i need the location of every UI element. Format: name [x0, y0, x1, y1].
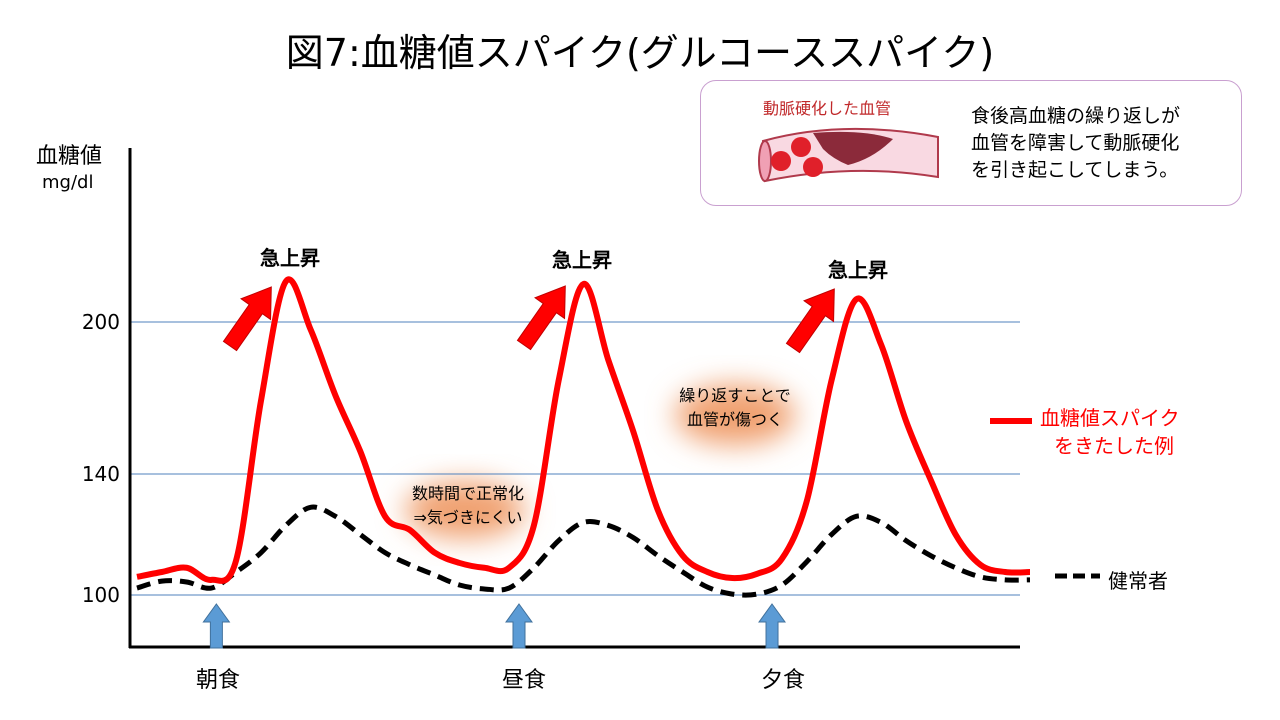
spike-label-1: 急上昇 — [260, 246, 320, 270]
spike-arrow-icon-2 — [516, 285, 566, 351]
hardened-vessel-illustration — [758, 127, 939, 183]
damage-note: 繰り返すことで 血管が傷つく — [650, 384, 820, 432]
meal-arrow-icon-2 — [505, 603, 533, 649]
y-tick-140: 140 — [81, 462, 120, 486]
legend-spike-line-2: をきたした例 — [1054, 434, 1174, 458]
meal-label-lunch: 昼食 — [501, 668, 546, 693]
y-axis-unit: mg/dl — [42, 172, 94, 193]
spike-arrow-icon-3 — [785, 288, 835, 354]
y-tick-200: 200 — [81, 310, 120, 334]
meal-arrow-icon-1 — [202, 603, 231, 649]
halo-normalize — [405, 482, 525, 538]
y-axis-label: 血糖値 — [36, 144, 103, 169]
meal-label-breakfast: 朝食 — [195, 668, 240, 693]
page-title: 図7:血糖値スパイク(グルコーススパイク) — [285, 31, 995, 75]
normalize-note-line-1: 数時間で正常化 — [411, 484, 524, 503]
meal-label-dinner: 夕食 — [760, 668, 805, 693]
spike-label-3: 急上昇 — [828, 258, 888, 282]
legend-spike: 血糖値スパイク をきたした例 — [1040, 404, 1180, 460]
vessel-label: 動脈硬化した血管 — [763, 99, 892, 118]
spike-arrow-icon-1 — [222, 286, 272, 352]
series-line-spike — [136, 276, 1031, 584]
info-text: 食後高血糖の繰り返しが 血管を障害して動脈硬化 を引き起こしてしまう。 — [971, 103, 1180, 184]
info-box: 動脈硬化した血管 食後高血糖の繰り返しが 血管を障害して動脈硬化 を引き起こして… — [700, 80, 1242, 206]
damage-note-line-2: 血管が傷つく — [686, 410, 783, 429]
halo-damage — [675, 385, 795, 445]
info-text-line-3: を引き起こしてしまう。 — [971, 159, 1179, 181]
info-text-line-2: 血管を障害して動脈硬化 — [971, 132, 1180, 154]
damage-note-line-1: 繰り返すことで — [679, 386, 791, 405]
y-tick-100: 100 — [81, 583, 120, 607]
info-text-line-1: 食後高血糖の繰り返しが — [971, 105, 1181, 127]
normalize-note-line-2: ⇒気づきにくい — [413, 508, 523, 527]
series-line-normal — [136, 504, 1031, 598]
normalize-note: 数時間で正常化 ⇒気づきにくい — [378, 482, 558, 530]
legend-normal: 健常者 — [1108, 569, 1168, 593]
meal-arrow-icon-3 — [758, 603, 786, 649]
spike-label-2: 急上昇 — [552, 248, 612, 272]
legend-spike-line-1: 血糖値スパイク — [1040, 406, 1180, 430]
